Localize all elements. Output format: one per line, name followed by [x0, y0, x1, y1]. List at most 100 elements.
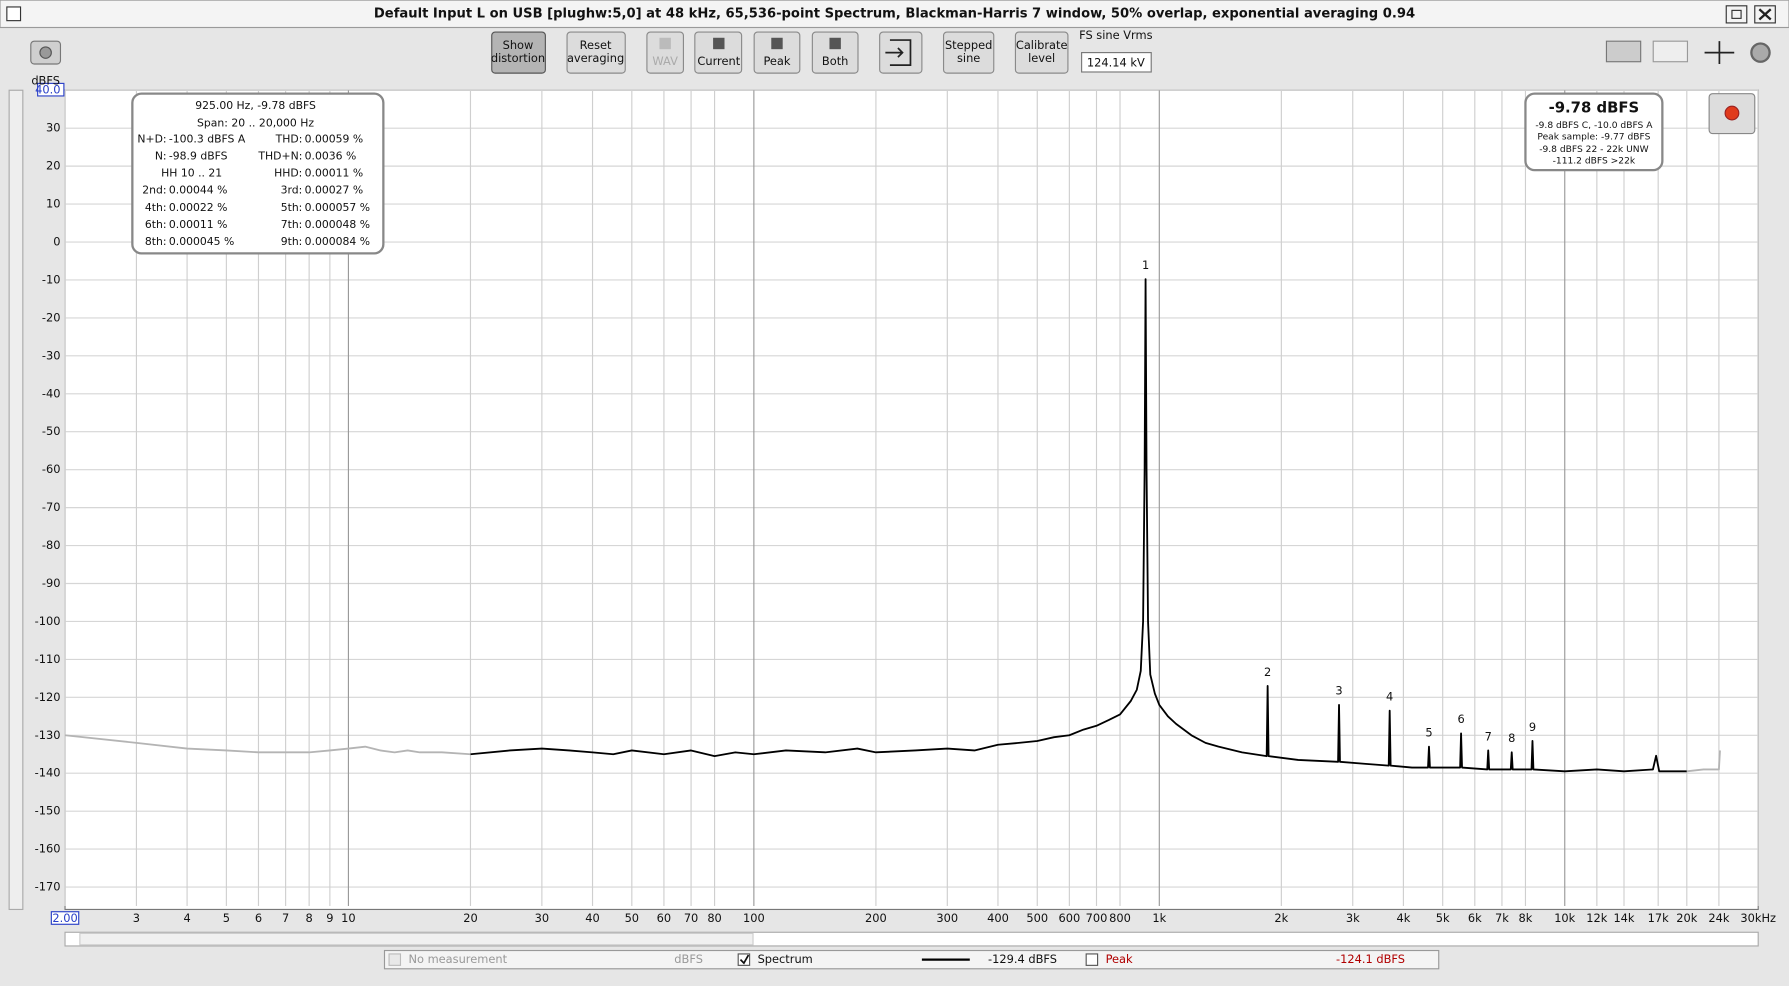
button-label: Calibrate	[1016, 38, 1068, 52]
button-label: averaging	[567, 51, 624, 65]
panel-button[interactable]	[1652, 40, 1689, 63]
y-tick-label: -160	[35, 842, 61, 856]
distortion-rows: N+D: -100.3 dBFS A THD: 0.00059 % N: -98.9 dB…	[137, 132, 370, 248]
y-tick-label: -110	[35, 652, 61, 666]
dist-value: 0.000084 %	[305, 235, 370, 248]
peak-button[interactable]	[753, 31, 801, 74]
x-tick-label: 100	[743, 911, 765, 925]
y-tick-label: 40.0	[35, 83, 60, 97]
checkbox[interactable]	[1085, 953, 1099, 966]
y-tick-label: -10	[42, 272, 61, 286]
zoom-icon[interactable]	[1704, 41, 1735, 65]
maximize-icon	[1731, 9, 1742, 19]
distortion-header: 925.00 Hz, -9.78 dBFS	[195, 99, 316, 112]
x-tick-label: 24k	[1708, 911, 1729, 925]
x-tick-label: 9	[326, 911, 333, 925]
legend-text: Peak	[1106, 952, 1133, 966]
x-tick-label: 8	[306, 911, 313, 925]
button-label: Reset	[580, 38, 612, 52]
x-tick-label: 50	[625, 911, 640, 925]
y-tick-label: -90	[42, 576, 61, 590]
dist-value: 0.00011 %	[305, 167, 364, 180]
y-tick-label: -120	[35, 690, 61, 704]
title-bar	[0, 0, 1789, 29]
dist-label: 4th:	[145, 201, 167, 214]
harmonic-label: 3	[1335, 684, 1342, 698]
stepped-sine-button[interactable]	[942, 31, 995, 74]
x-tick-label: 1k	[1152, 911, 1166, 925]
calibrate-level-button[interactable]	[1014, 31, 1069, 74]
dist-label: N:	[155, 149, 167, 162]
x-tick-label: 20k	[1676, 911, 1697, 925]
window-title: Default Input L on USB [plughw:5,0] at 4…	[374, 6, 1415, 21]
x-tick-label: 2.00	[52, 911, 77, 925]
spectrum-line	[1686, 750, 1721, 773]
show-distortion-button[interactable]	[491, 31, 546, 74]
x-tick-label: 60	[657, 911, 672, 925]
button-label: level	[1028, 51, 1055, 65]
current-button[interactable]	[694, 31, 743, 74]
both-button[interactable]	[811, 31, 859, 74]
legend-text: No measurement	[408, 952, 507, 966]
camera-lens	[39, 46, 52, 59]
checkbox[interactable]	[388, 953, 402, 966]
x-tick-label: 17k	[1648, 911, 1669, 925]
y-tick-label: -130	[35, 728, 61, 742]
dist-label: THD:	[275, 132, 303, 145]
save-icon	[771, 37, 783, 50]
level-line: -111.2 dBFS >22k	[1553, 156, 1636, 166]
level-main: -9.78 dBFS	[1549, 100, 1640, 117]
checkbox[interactable]	[737, 953, 751, 966]
fs-input[interactable]	[1081, 52, 1152, 73]
y-tick-label: -50	[42, 424, 61, 438]
x-tick-label: 30	[535, 911, 550, 925]
v-scrollbar[interactable]	[8, 89, 24, 911]
level-line: -9.8 dBFS C, -10.0 dBFS A	[1535, 121, 1653, 131]
y-tick-label: -100	[35, 614, 61, 628]
check-mark	[739, 954, 750, 965]
dist-label: 6th:	[145, 218, 167, 231]
spectrum-line	[64, 734, 471, 756]
x-tick-label: 70	[684, 911, 699, 925]
y-tick-label: -20	[42, 310, 61, 324]
window-icon[interactable]	[6, 6, 22, 22]
dist-label: HH 10 .. 21	[161, 167, 222, 180]
dist-label: THD+N:	[257, 149, 302, 162]
legend-value: -124.1 dBFS	[1336, 952, 1405, 966]
axis-limit-box	[50, 911, 80, 925]
layout-button[interactable]	[1605, 40, 1642, 63]
legend-value: -129.4 dBFS	[988, 952, 1057, 966]
y-tick-label: -60	[42, 462, 61, 476]
button-label: Both	[822, 54, 848, 68]
button-label: WAV	[652, 54, 678, 68]
spectrum-line	[470, 278, 1687, 773]
level-line: -9.8 dBFS 22 - 22k UNW	[1539, 145, 1648, 155]
y-tick-label: -40	[42, 386, 61, 400]
harmonic-label: 6	[1457, 712, 1464, 726]
y-tick-label: 30	[46, 121, 60, 135]
wav-button[interactable]	[646, 31, 684, 74]
x-tick-label: 6	[255, 911, 262, 925]
dist-value: 0.000048 %	[305, 218, 370, 231]
distortion-span: Span: 20 .. 20,000 Hz	[197, 116, 314, 129]
settings-icon[interactable]	[1750, 42, 1771, 63]
button-label: Stepped	[945, 38, 992, 52]
x-tick-label: 4	[183, 911, 190, 925]
harmonic-label: 5	[1425, 725, 1432, 739]
dist-value: 0.000057 %	[305, 201, 370, 214]
y-tick-label: 0	[53, 235, 60, 249]
record-icon	[1724, 105, 1740, 121]
maximize-button[interactable]	[1725, 5, 1748, 24]
harmonic-label: 2	[1264, 665, 1271, 679]
close-icon	[1758, 8, 1772, 21]
harmonic-label: 1	[1142, 258, 1149, 272]
x-tick-label: 200	[865, 911, 887, 925]
fs-label: FS sine Vrms	[1079, 28, 1153, 42]
reset-averaging-button[interactable]	[566, 31, 626, 74]
x-tick-label: 3k	[1346, 911, 1360, 925]
y-tick-label: -140	[35, 766, 61, 780]
x-tick-label: 5k	[1436, 911, 1450, 925]
scroll-thumb[interactable]	[79, 932, 754, 946]
save-icon	[713, 37, 725, 50]
button-label: distortion	[491, 51, 545, 65]
